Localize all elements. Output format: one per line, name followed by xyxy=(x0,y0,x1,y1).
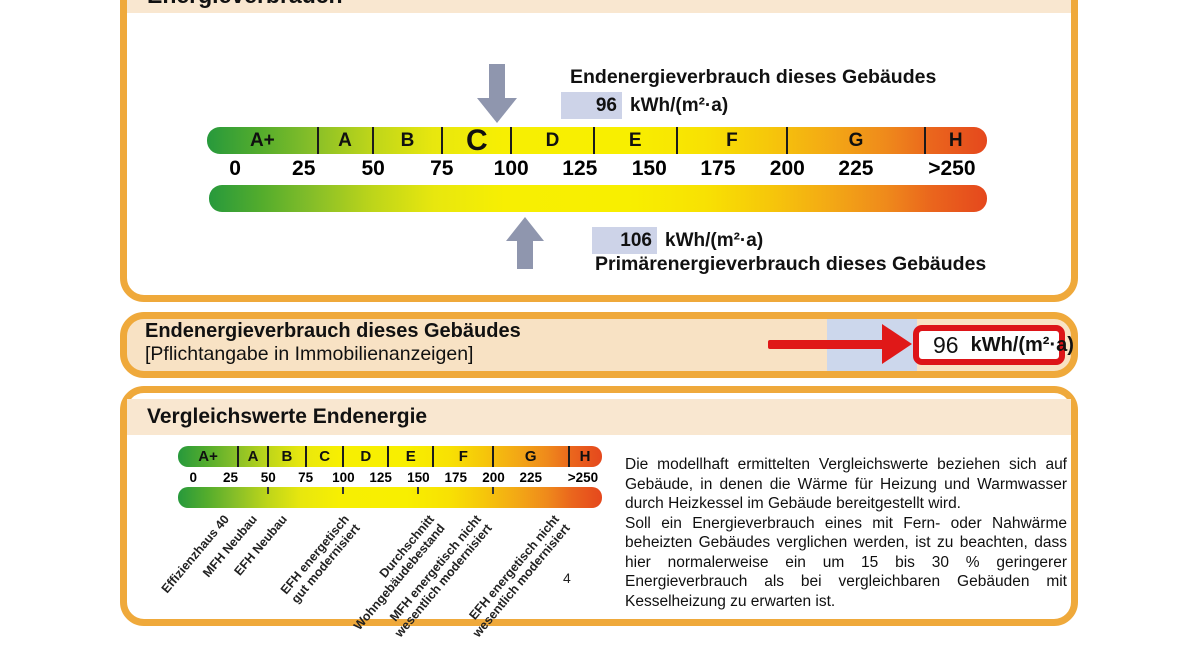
axis-tick: 175 xyxy=(444,469,467,485)
primaerenergie-indicator-arrow-icon xyxy=(517,241,533,269)
scale-tick-mark xyxy=(342,487,345,494)
energy-class-label: C xyxy=(319,448,331,465)
energy-class-label: D xyxy=(360,448,372,465)
panel-energieverbrauch-header: Energieverbrauch xyxy=(127,0,1071,13)
endenergie-unit: kWh/(m²·a) xyxy=(630,94,729,116)
scale-divider xyxy=(510,127,513,154)
scale-divider xyxy=(267,446,270,467)
energy-class-label: A xyxy=(338,129,352,151)
energy-class-label: H xyxy=(948,129,963,151)
energy-class-label: B xyxy=(400,129,415,151)
axis-tick: >250 xyxy=(567,469,599,485)
endenergie-indicator-arrowhead-icon xyxy=(477,98,517,123)
page-number: 4 xyxy=(563,570,571,586)
energy-class-label: H xyxy=(579,448,591,465)
energy-scale-lower-bar xyxy=(209,185,987,212)
energy-class-label: E xyxy=(405,448,416,465)
red-callout-arrow-icon xyxy=(768,340,888,349)
axis-tick: >250 xyxy=(928,157,976,180)
scale-divider xyxy=(304,446,307,467)
energy-scale-axis: 0 25 50 75 100 125 150 175 200 225 >250 xyxy=(207,154,987,184)
scale-tick-mark xyxy=(492,487,495,494)
scale-divider xyxy=(316,127,319,154)
energy-class-label: A+ xyxy=(198,448,218,465)
scale-divider xyxy=(567,446,570,467)
scale-divider xyxy=(492,446,495,467)
axis-tick: 50 xyxy=(361,157,385,180)
axis-tick: 50 xyxy=(260,469,276,485)
axis-tick: 125 xyxy=(369,469,392,485)
energy-class-label: E xyxy=(628,129,642,151)
axis-tick: 75 xyxy=(298,469,314,485)
scale-tick-mark xyxy=(267,487,270,494)
scale-divider xyxy=(387,446,390,467)
primaerenergie-unit: kWh/(m²·a) xyxy=(665,229,764,251)
axis-tick: 0 xyxy=(189,469,198,485)
comparison-scale-axis: 0 25 50 75 100 125 150 175 200 225 >250 xyxy=(178,467,602,487)
axis-tick: 150 xyxy=(407,469,430,485)
panel-energieverbrauch-title: Energieverbrauch xyxy=(147,0,343,9)
pflichtangabe-label-line2: [Pflichtangabe in Immobilienanzeigen] xyxy=(145,343,474,365)
axis-tick: 75 xyxy=(430,157,454,180)
axis-tick: 25 xyxy=(292,157,316,180)
red-callout-arrowhead-icon xyxy=(882,324,912,364)
scale-tick-mark xyxy=(417,487,420,494)
energy-class-label: B xyxy=(281,448,293,465)
energy-class-label: A+ xyxy=(249,129,275,151)
panel-vergleichswerte-header: Vergleichswerte Endenergie xyxy=(127,399,1071,435)
axis-tick: 25 xyxy=(223,469,239,485)
info-paragraph-2: Soll ein Energieverbrauch eines mit Fern… xyxy=(625,514,1067,610)
axis-tick: 200 xyxy=(769,157,805,180)
pflichtangabe-value-box: 96 kWh/(m²·a) xyxy=(913,325,1074,365)
axis-tick: 150 xyxy=(631,157,667,180)
pflichtangabe-unit: kWh/(m²·a) xyxy=(970,333,1074,356)
comparison-info-text: Die modellhaft ermittelten Vergleichswer… xyxy=(625,455,1067,611)
comparison-class-bar: A+ A B C D E F G H xyxy=(178,446,602,467)
endenergie-value-row: 96 kWh/(m²·a) xyxy=(561,92,728,119)
scale-divider xyxy=(786,127,789,154)
energy-class-label: G xyxy=(848,129,864,151)
axis-tick: 100 xyxy=(332,469,355,485)
primaerenergie-value-row: 106 kWh/(m²·a) xyxy=(592,227,763,254)
axis-tick: 175 xyxy=(700,157,736,180)
endenergie-value: 96 xyxy=(561,92,622,119)
pflichtangabe-value: 96 xyxy=(933,331,959,358)
primaerenergie-value: 106 xyxy=(592,227,657,254)
scale-divider xyxy=(592,127,595,154)
endenergie-indicator-arrow-icon xyxy=(489,64,505,99)
axis-tick: 100 xyxy=(493,157,529,180)
axis-tick: 225 xyxy=(838,157,874,180)
energy-class-label: F xyxy=(726,129,738,151)
scale-divider xyxy=(237,446,240,467)
primaerenergie-label: Primärenergieverbrauch dieses Gebäudes xyxy=(595,253,987,275)
scale-divider xyxy=(675,127,678,154)
energy-class-label: A xyxy=(247,448,259,465)
energy-class-bar: A+ A B C D E F G H xyxy=(207,123,987,157)
axis-tick: 200 xyxy=(482,469,505,485)
energy-class-label: D xyxy=(545,129,560,151)
comparison-scale-lower-bar xyxy=(178,487,602,508)
pflichtangabe-label-line1: Endenergieverbrauch dieses Gebäudes xyxy=(145,320,521,342)
endenergie-label: Endenergieverbrauch dieses Gebäudes xyxy=(570,66,937,88)
axis-tick: 125 xyxy=(562,157,598,180)
scale-divider xyxy=(440,127,443,154)
scale-divider xyxy=(924,127,927,154)
axis-tick: 0 xyxy=(229,157,241,180)
primaerenergie-indicator-arrowhead-icon xyxy=(506,217,544,241)
axis-tick: 225 xyxy=(519,469,543,485)
energy-class-label: F xyxy=(458,448,468,465)
energy-class-label-current: C xyxy=(466,123,488,157)
panel-vergleichswerte-title: Vergleichswerte Endenergie xyxy=(147,405,428,428)
scale-divider xyxy=(372,127,375,154)
energy-class-label: G xyxy=(524,448,537,465)
scale-divider xyxy=(432,446,435,467)
scale-divider xyxy=(342,446,345,467)
info-paragraph-1: Die modellhaft ermittelten Vergleichswer… xyxy=(625,456,1067,512)
